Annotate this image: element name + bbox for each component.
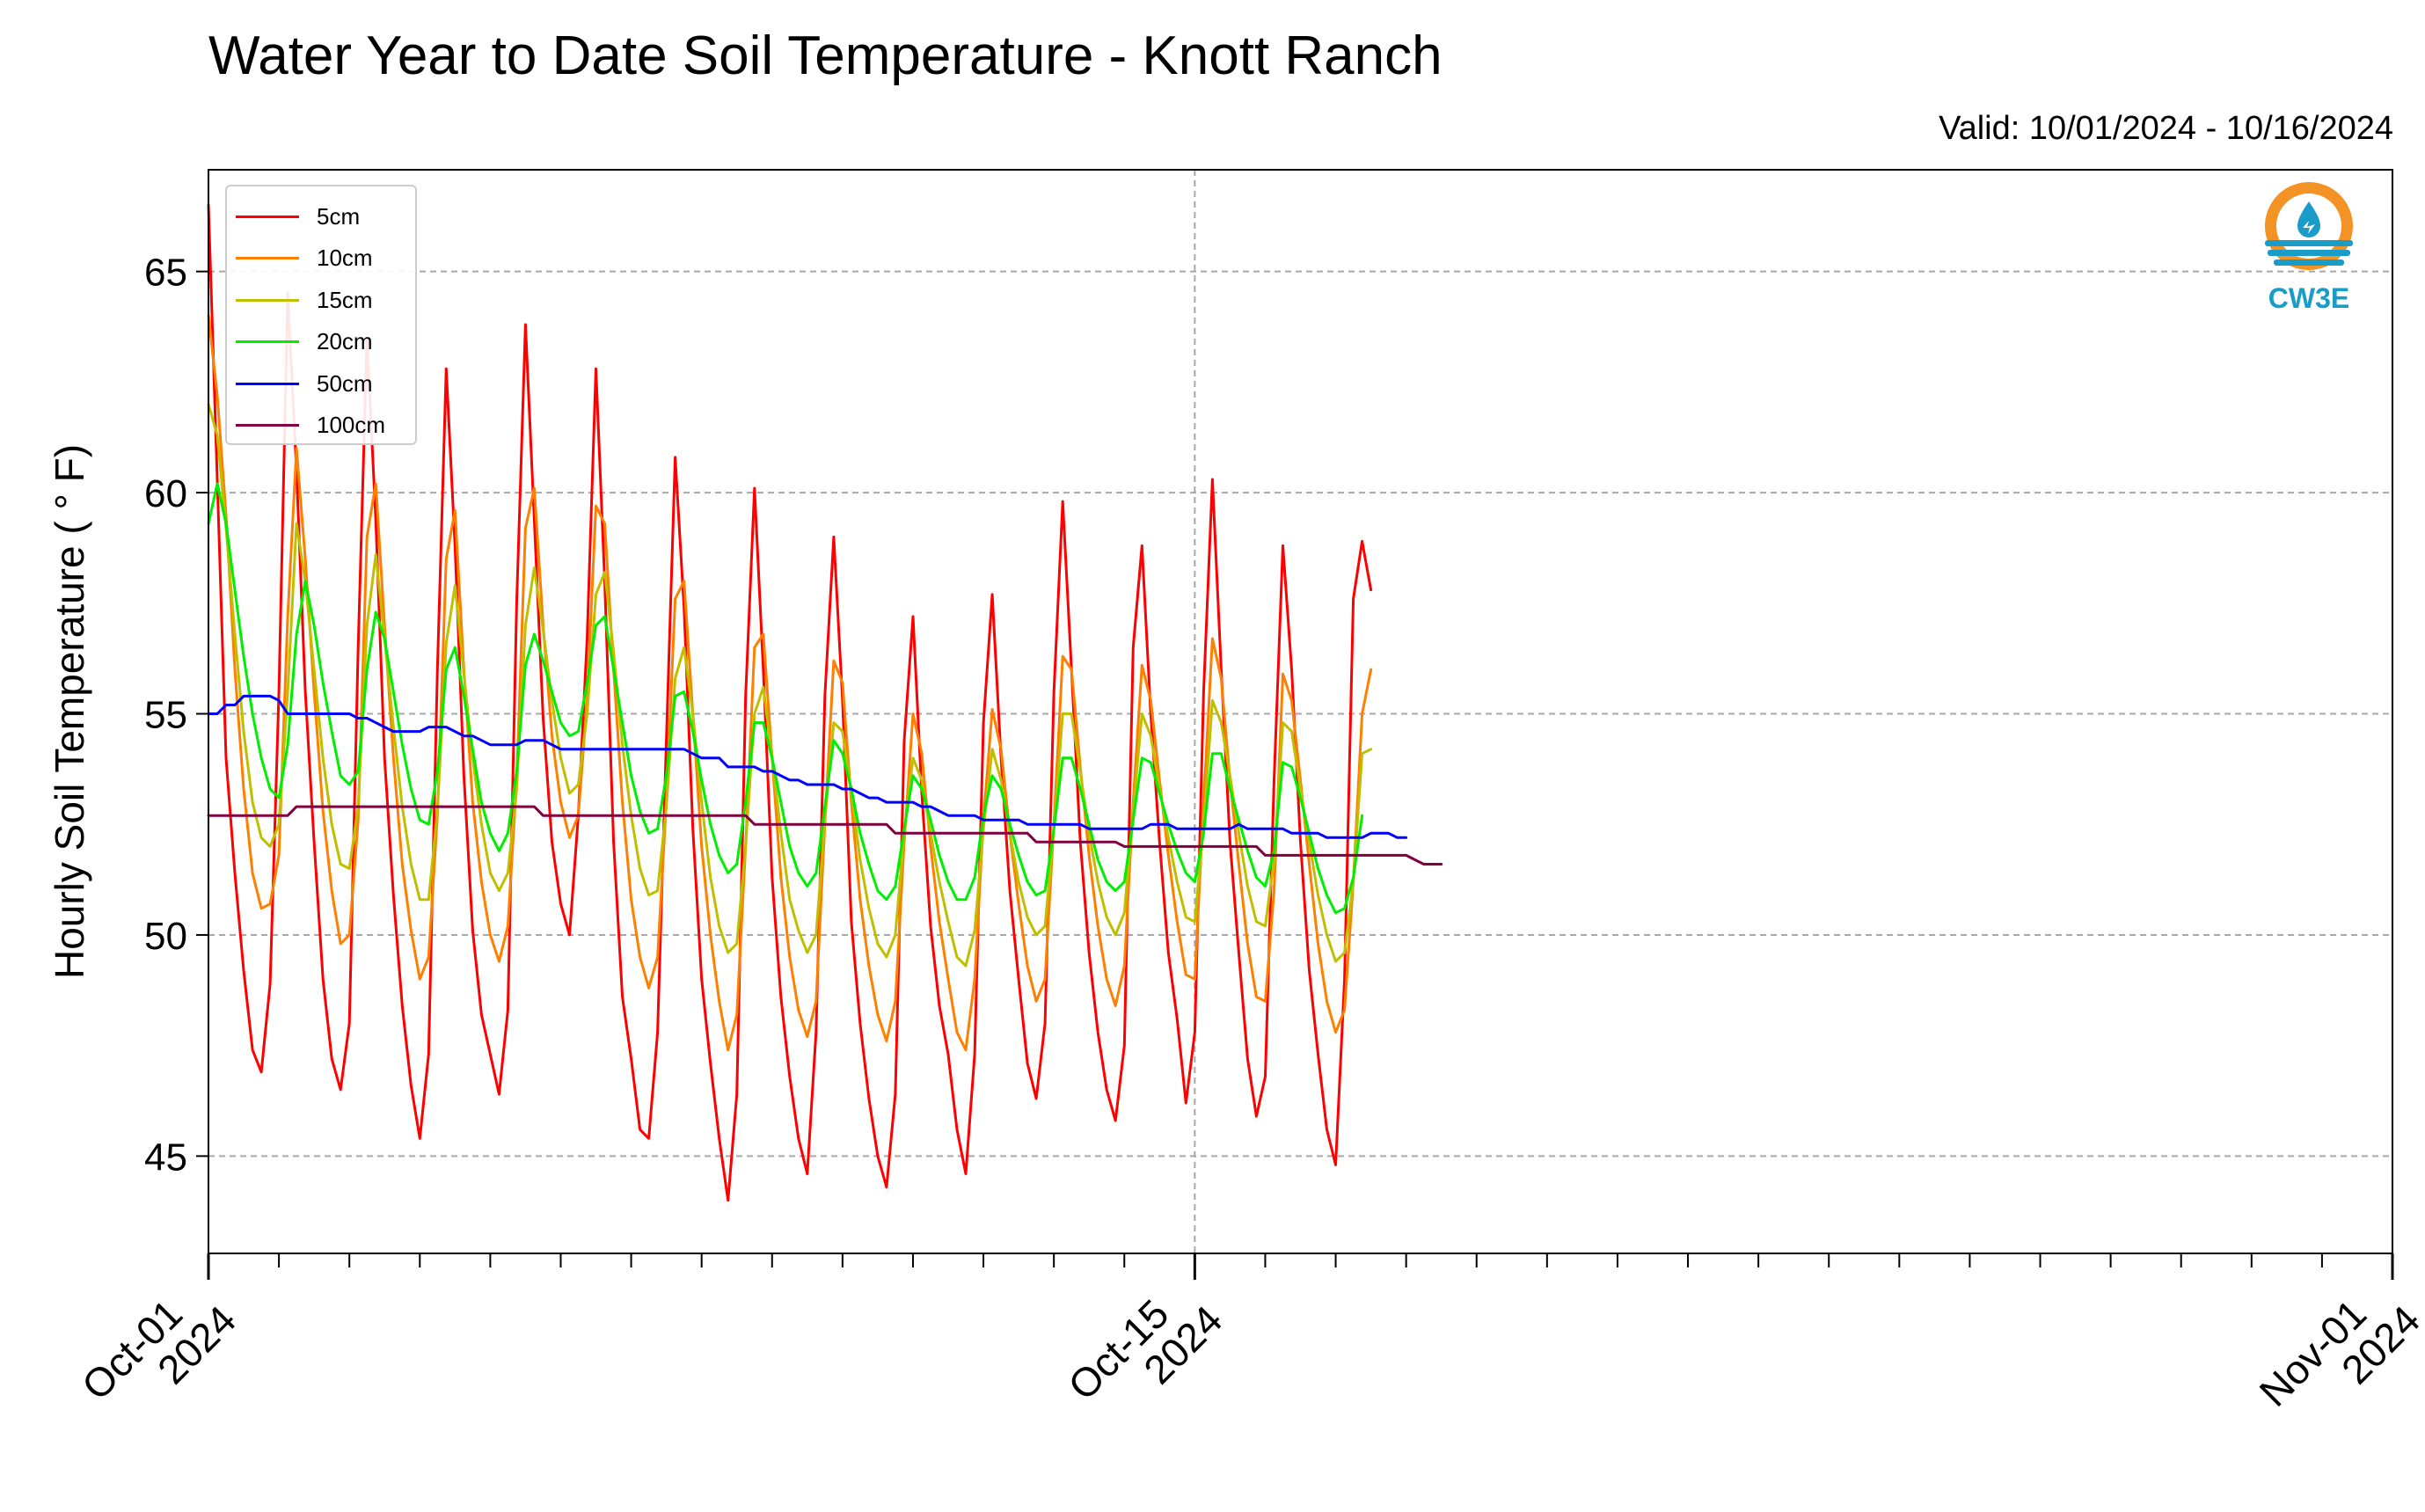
series-line-50cm	[207, 694, 1408, 839]
legend-item-50cm: 50cm	[236, 366, 373, 401]
legend-label: 50cm	[317, 369, 373, 397]
axis-layer: 45 50 55 60 65 Oct-012024 Oct-152024 Nov-012024	[73, 252, 2425, 1444]
legend-label: 5cm	[317, 202, 361, 230]
y-tick-label: 55	[144, 694, 187, 737]
x-tick-label-text: Oct-152024	[1059, 1267, 1231, 1438]
series-line-10cm	[207, 314, 1373, 1052]
legend-label: 15cm	[317, 286, 373, 313]
legend-swatch	[236, 382, 299, 385]
x-tick-label: Oct-012024	[73, 1267, 245, 1438]
cw3e-logo: CW3E	[2252, 180, 2366, 330]
y-tick-label: 45	[144, 1136, 187, 1179]
legend-item-20cm: 20cm	[236, 325, 373, 360]
cw3e-logo-mark: CW3E	[2265, 182, 2353, 314]
valid-date-range: Valid: 10/01/2024 - 10/16/2024	[1939, 110, 2393, 147]
series-line-100cm	[207, 805, 1443, 866]
y-tick-label: 65	[144, 252, 187, 295]
legend-label: 10cm	[317, 245, 373, 271]
legend-swatch	[236, 215, 299, 218]
legend-item-15cm: 15cm	[236, 282, 373, 318]
logo-text: CW3E	[2268, 282, 2349, 314]
chart-title: Water Year to Date Soil Temperature - Kn…	[208, 26, 1443, 86]
legend: 5cm 10cm 15cm 20cm 50cm 100cm	[225, 185, 417, 445]
legend-item-10cm: 10cm	[236, 241, 373, 276]
y-tick-label: 60	[144, 472, 187, 515]
legend-swatch	[236, 298, 299, 302]
legend-label: 100cm	[317, 412, 386, 438]
legend-item-5cm: 5cm	[236, 199, 360, 234]
y-tick-label: 50	[144, 915, 187, 958]
legend-swatch	[236, 424, 299, 427]
plot-frame	[208, 169, 2393, 1254]
legend-swatch	[236, 257, 299, 259]
x-tick-label: Nov-012024	[2251, 1267, 2425, 1444]
legend-label: 20cm	[317, 328, 373, 354]
y-axis-label: Hourly Soil Temperature ( ° F)	[47, 444, 92, 979]
x-tick-label: Oct-152024	[1059, 1267, 1231, 1438]
grid-layer	[208, 170, 2393, 1253]
legend-swatch	[236, 340, 299, 343]
x-tick-label-text: Nov-012024	[2251, 1267, 2425, 1444]
x-tick-label-text: Oct-012024	[73, 1267, 245, 1438]
series-line-5cm	[207, 203, 1373, 1202]
series-layer	[207, 203, 1443, 1202]
legend-item-100cm: 100cm	[236, 408, 385, 443]
